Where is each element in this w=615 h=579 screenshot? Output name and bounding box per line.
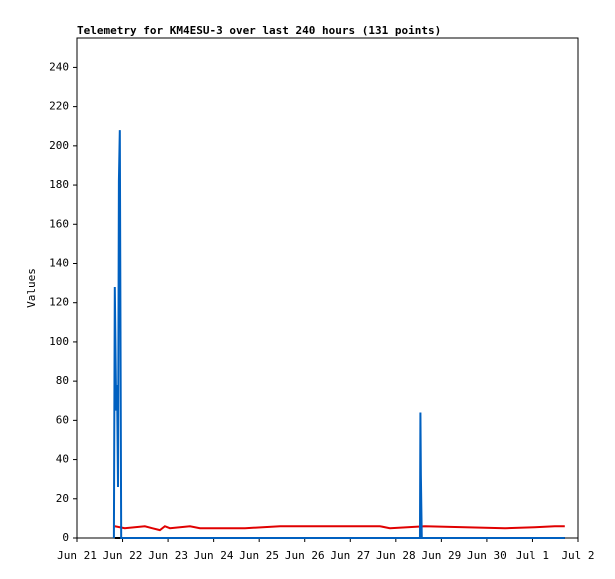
y-tick-label: 40 — [56, 453, 69, 466]
y-tick-label: 200 — [49, 139, 69, 152]
y-tick-label: 100 — [49, 335, 69, 348]
series-line — [114, 525, 565, 532]
y-axis-label: Values — [25, 268, 38, 308]
x-tick-label: Jun 25 — [239, 549, 279, 562]
y-tick-label: 220 — [49, 100, 69, 113]
y-tick-label: 180 — [49, 178, 69, 191]
x-tick-label: Jun 27 — [330, 549, 370, 562]
plot-frame — [76, 37, 579, 539]
x-tick-label: Jul 2 — [561, 549, 594, 562]
x-tick-label: Jun 23 — [148, 549, 188, 562]
y-tick-label: 120 — [49, 296, 69, 309]
x-tick-label: Jun 24 — [194, 549, 234, 562]
x-tick-label: Jun 22 — [103, 549, 143, 562]
y-tick-label: 80 — [56, 374, 69, 387]
y-tick-label: 160 — [49, 217, 69, 230]
y-tick-label: 60 — [56, 413, 69, 426]
y-tick-label: 240 — [49, 60, 69, 73]
x-tick-label: Jun 21 — [57, 549, 97, 562]
x-tick-label: Jun 28 — [376, 549, 416, 562]
x-tick-label: Jun 26 — [285, 549, 325, 562]
x-tick-label: Jul 1 — [516, 549, 549, 562]
y-tick-label: 140 — [49, 256, 69, 269]
y-tick-label: 20 — [56, 492, 69, 505]
series-line — [112, 130, 565, 539]
x-tick-label: Jun 29 — [421, 549, 461, 562]
x-tick-label: Jun 30 — [467, 549, 507, 562]
y-tick-label: 0 — [62, 531, 69, 544]
chart-title: Telemetry for KM4ESU-3 over last 240 hou… — [77, 24, 441, 37]
